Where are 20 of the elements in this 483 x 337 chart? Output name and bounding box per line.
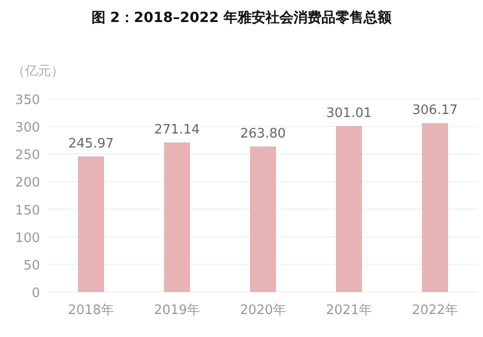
chart-title: 图 2：2018–2022 年雅安社会消费品零售总额: [91, 9, 393, 26]
y-tick-label: 100: [15, 230, 40, 246]
y-tick-label: 50: [23, 258, 40, 274]
x-tick-label: 2018年: [68, 303, 114, 318]
y-axis-title: （亿元）: [12, 64, 64, 79]
y-tick-label: 150: [15, 203, 40, 218]
x-tick-label: 2020年: [240, 303, 286, 318]
x-tick-label: 2022年: [412, 303, 458, 318]
y-tick-label: 0: [32, 286, 40, 301]
x-tick-label: 2021年: [326, 303, 372, 318]
data-label: 271.14: [154, 122, 200, 138]
data-label: 301.01: [326, 106, 372, 122]
y-tick-label: 300: [15, 120, 40, 136]
data-label: 245.97: [68, 136, 114, 152]
data-label: 263.80: [240, 126, 286, 142]
y-tick-label: 200: [15, 176, 40, 191]
y-tick-label: 250: [15, 148, 40, 164]
x-tick-label: 2019年: [154, 303, 200, 318]
data-label: 306.17: [412, 103, 458, 118]
y-tick-label: 350: [15, 93, 40, 108]
